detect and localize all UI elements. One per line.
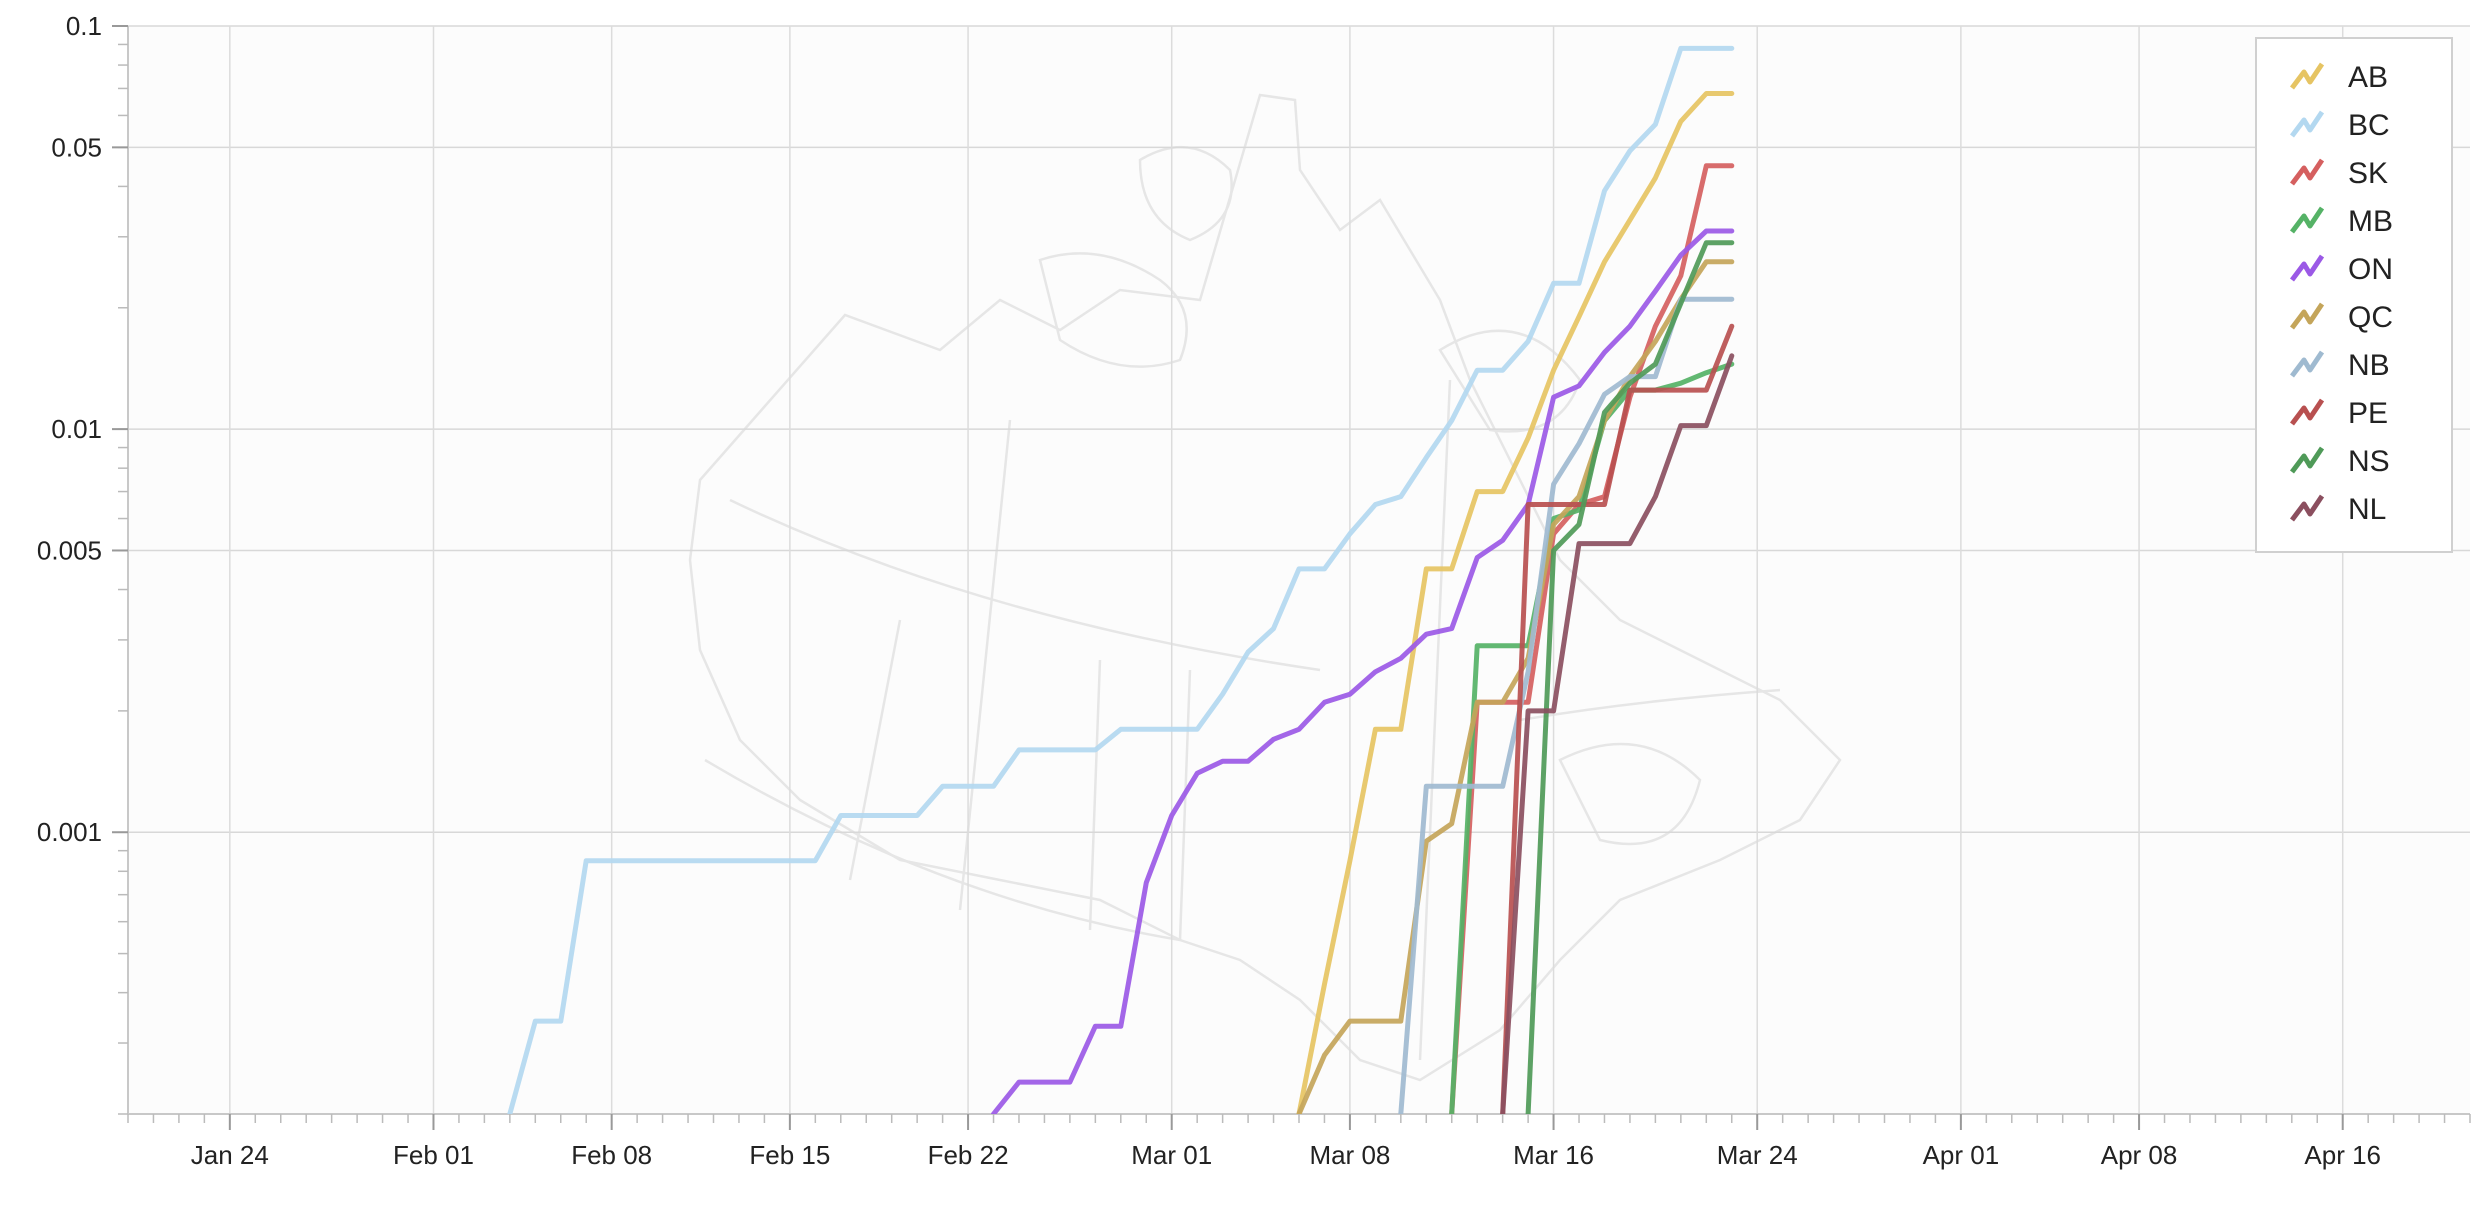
legend-item-ab[interactable]: AB bbox=[2290, 61, 2388, 94]
x-tick-label: Jan 24 bbox=[191, 1140, 269, 1170]
legend-item-nl[interactable]: NL bbox=[2290, 493, 2386, 526]
legend-swatch bbox=[2290, 158, 2325, 186]
y-tick-label: 0.001 bbox=[37, 817, 102, 847]
legend-item-ns[interactable]: NS bbox=[2290, 445, 2390, 478]
legend-label: AB bbox=[2348, 61, 2388, 94]
legend-label: ON bbox=[2348, 253, 2393, 286]
canada-map-background bbox=[688, 93, 1842, 1082]
x-tick-label: Feb 08 bbox=[571, 1140, 652, 1170]
legend-label: SK bbox=[2348, 157, 2388, 190]
x-tick-label: Apr 01 bbox=[1923, 1140, 2000, 1170]
legend-swatch bbox=[2290, 446, 2325, 474]
legend-box bbox=[2255, 37, 2453, 553]
x-tick-label: Mar 08 bbox=[1309, 1140, 1390, 1170]
legend-item-bc[interactable]: BC bbox=[2290, 109, 2390, 142]
legend-label: MB bbox=[2348, 205, 2393, 238]
legend: AB BC SK MB ON QC NB PE NS NL bbox=[2255, 37, 2453, 553]
x-tick-label: Feb 22 bbox=[928, 1140, 1009, 1170]
legend-label: PE bbox=[2348, 397, 2388, 430]
legend-item-on[interactable]: ON bbox=[2290, 253, 2393, 286]
series-lines bbox=[507, 45, 1735, 1114]
legend-label: NS bbox=[2348, 445, 2390, 478]
legend-label: BC bbox=[2348, 109, 2390, 142]
legend-item-nb[interactable]: NB bbox=[2290, 349, 2390, 382]
series-line-ab bbox=[1296, 91, 1735, 1114]
legend-swatch bbox=[2290, 254, 2325, 282]
series-line-nl bbox=[1500, 353, 1735, 1114]
legend-item-qc[interactable]: QC bbox=[2290, 301, 2393, 334]
y-tick-label: 0.01 bbox=[51, 414, 102, 444]
legend-label: QC bbox=[2348, 301, 2393, 334]
series-line-bc bbox=[507, 45, 1735, 1114]
series-line-on bbox=[991, 228, 1735, 1114]
x-tick-label: Mar 24 bbox=[1717, 1140, 1798, 1170]
y-tick-label: 0.1 bbox=[66, 11, 102, 41]
grid bbox=[128, 25, 2470, 1114]
legend-swatch bbox=[2290, 494, 2325, 522]
axes: 0.1 0.05 0.01 0.005 0.001 Jan 24 Feb 01 Feb 08 F… bbox=[37, 11, 2471, 1170]
y-tick-label: 0.05 bbox=[51, 132, 102, 162]
x-tick-label: Mar 16 bbox=[1513, 1140, 1594, 1170]
legend-label: NB bbox=[2348, 349, 2390, 382]
legend-label: NL bbox=[2348, 493, 2386, 526]
x-tick-label: Feb 15 bbox=[749, 1140, 830, 1170]
legend-swatch bbox=[2290, 62, 2325, 90]
x-tick-label: Apr 08 bbox=[2101, 1140, 2178, 1170]
legend-item-sk[interactable]: SK bbox=[2290, 157, 2388, 190]
x-tick-label: Apr 16 bbox=[2304, 1140, 2381, 1170]
series-line-ns bbox=[1525, 240, 1735, 1114]
x-tick-label: Feb 01 bbox=[393, 1140, 474, 1170]
legend-swatch bbox=[2290, 302, 2325, 330]
legend-swatch bbox=[2290, 206, 2325, 234]
legend-swatch bbox=[2290, 398, 2325, 426]
legend-item-pe[interactable]: PE bbox=[2290, 397, 2388, 430]
y-tick-label: 0.005 bbox=[37, 535, 102, 565]
legend-swatch bbox=[2290, 110, 2325, 138]
legend-item-mb[interactable]: MB bbox=[2290, 205, 2393, 238]
legend-swatch bbox=[2290, 350, 2325, 378]
series-line-pe bbox=[1500, 323, 1735, 1114]
x-tick-label: Mar 01 bbox=[1131, 1140, 1212, 1170]
